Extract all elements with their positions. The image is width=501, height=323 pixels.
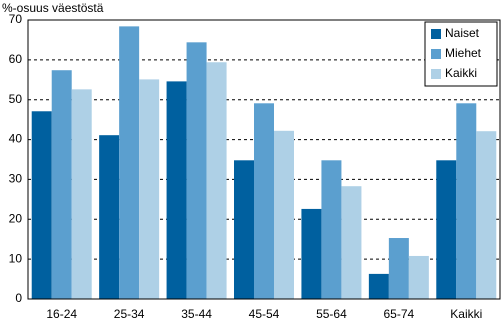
y-tick-label: 70: [9, 12, 23, 26]
y-tick-label: 50: [9, 92, 23, 106]
bar: [408, 255, 429, 299]
bar: [139, 79, 160, 299]
bar: [476, 131, 497, 299]
bar: [119, 26, 140, 300]
legend-swatch: [431, 29, 441, 39]
bar: [368, 273, 389, 299]
x-tick-label: Kaikki: [450, 307, 482, 321]
y-tick-label: 30: [9, 172, 23, 186]
bar: [206, 62, 227, 300]
bar: [436, 160, 457, 299]
bar: [234, 160, 254, 299]
legend-label: Miehet: [445, 46, 482, 60]
bar: [321, 160, 342, 299]
bar: [388, 238, 409, 299]
legend-swatch: [431, 49, 441, 59]
y-tick-label: 20: [9, 211, 23, 225]
plot-frame: [27, 19, 501, 300]
legend-swatch: [431, 69, 441, 79]
bar: [99, 135, 120, 299]
y-axis-label: %-osuus väestöstä: [2, 1, 104, 15]
x-tick-label: 55-64: [316, 307, 347, 321]
legend-label: Naiset: [445, 26, 480, 40]
legend-label: Kaikki: [445, 66, 477, 80]
x-tick-label: 45-54: [249, 307, 280, 321]
bar: [71, 89, 92, 299]
bar: [341, 186, 362, 299]
y-tick-label: 60: [9, 52, 23, 66]
bar: [51, 70, 72, 299]
bar: [456, 103, 477, 300]
bar: [274, 130, 294, 299]
x-tick-label: 65-74: [384, 307, 415, 321]
bar: [166, 81, 187, 299]
x-tick-label: 35-44: [181, 307, 212, 321]
x-tick-label: 25-34: [114, 307, 145, 321]
bar: [186, 42, 207, 299]
x-tick-label: 16-24: [46, 307, 77, 321]
y-tick-label: 40: [9, 132, 23, 146]
y-tick-label: 0: [15, 291, 22, 305]
y-tick-label: 10: [9, 251, 23, 265]
bar: [301, 208, 322, 299]
bar: [31, 111, 52, 299]
bar: [254, 103, 274, 300]
